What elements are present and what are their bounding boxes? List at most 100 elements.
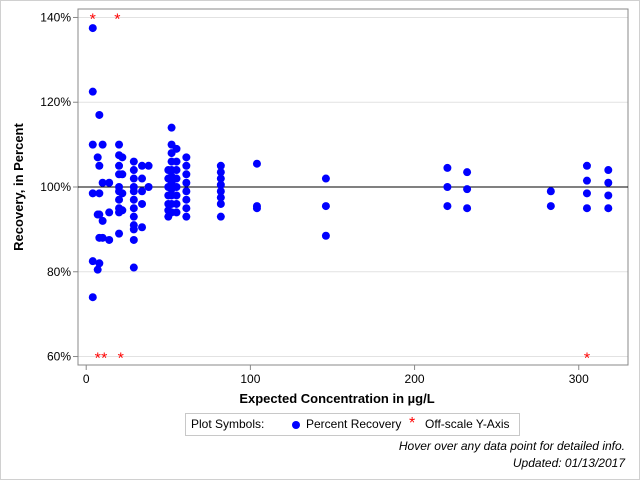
data-point xyxy=(216,193,225,202)
data-point xyxy=(182,187,191,196)
data-point xyxy=(582,204,591,213)
legend-label: Plot Symbols: xyxy=(191,417,265,431)
data-point xyxy=(582,161,591,170)
data-point xyxy=(118,206,127,215)
legend: Plot Symbols: Percent Recovery * Off-sca… xyxy=(185,413,520,436)
data-point xyxy=(129,166,138,175)
x-tick-label: 200 xyxy=(405,372,425,386)
y-axis-label: Recovery, in Percent xyxy=(11,123,26,251)
data-point xyxy=(95,189,104,198)
data-point xyxy=(182,212,191,221)
data-point xyxy=(138,223,147,232)
updated-date: Updated: 01/13/2017 xyxy=(512,456,625,470)
data-point xyxy=(105,178,114,187)
x-axis-label: Expected Concentration in µg/L xyxy=(239,391,434,406)
off-scale-marker: * xyxy=(118,351,124,368)
data-point xyxy=(443,202,452,211)
data-point xyxy=(172,174,181,183)
data-point xyxy=(93,153,102,162)
data-point xyxy=(115,195,124,204)
data-point xyxy=(182,178,191,187)
data-point xyxy=(88,189,97,198)
data-point xyxy=(172,183,181,191)
data-point xyxy=(182,195,191,204)
data-point xyxy=(95,210,104,219)
axes: 60% 80% 100% 120% 140% 0 100 200 300 xyxy=(40,10,628,386)
data-point xyxy=(172,208,181,217)
data-point xyxy=(604,204,613,213)
data-point xyxy=(321,202,330,211)
data-point xyxy=(118,189,127,198)
data-point xyxy=(546,202,555,211)
scatter-chart: 60%80%100%120%140%0 100 200 300 * ** * * * Reco… xyxy=(11,8,629,406)
data-point xyxy=(129,235,138,244)
data-point xyxy=(115,140,124,149)
data-point xyxy=(88,140,97,149)
y-tick-label: 80% xyxy=(47,265,71,279)
data-point xyxy=(88,24,97,33)
data-point xyxy=(88,293,97,302)
data-point xyxy=(129,204,138,213)
data-point xyxy=(182,204,191,213)
data-point xyxy=(216,174,225,183)
data-point xyxy=(182,161,191,170)
data-point xyxy=(138,174,147,183)
data-point xyxy=(463,185,472,194)
data-point xyxy=(98,233,107,242)
data-point xyxy=(443,163,452,172)
data-point xyxy=(144,183,153,191)
data-point xyxy=(138,187,147,196)
y-tick-label: 140% xyxy=(40,10,71,24)
data-point xyxy=(172,199,181,208)
data-point xyxy=(463,204,472,213)
data-point xyxy=(138,199,147,208)
data-point xyxy=(115,229,124,238)
data-point xyxy=(582,189,591,198)
legend-item-off-scale: Off-scale Y-Axis xyxy=(425,417,510,431)
data-point xyxy=(604,191,613,200)
data-point xyxy=(546,187,555,196)
data-point xyxy=(129,263,138,272)
data-point xyxy=(118,170,127,179)
data-point xyxy=(138,161,147,170)
off-scale-marker: * xyxy=(114,11,120,28)
data-point xyxy=(172,191,181,200)
data-point xyxy=(216,161,225,170)
data-point xyxy=(216,212,225,221)
data-point xyxy=(172,157,181,166)
data-point xyxy=(216,180,225,189)
x-tick-label: 0 xyxy=(83,372,90,386)
data-point xyxy=(182,153,191,162)
legend-asterisk-icon: * xyxy=(409,415,416,432)
data-point xyxy=(172,144,181,153)
data-point xyxy=(604,178,613,187)
data-point xyxy=(93,265,102,274)
data-point xyxy=(95,110,104,119)
data-points: * ** * * * xyxy=(88,11,613,368)
data-point xyxy=(604,166,613,175)
data-point xyxy=(115,161,124,170)
data-point xyxy=(129,187,138,196)
data-point xyxy=(216,168,225,177)
data-point xyxy=(88,87,97,96)
off-scale-marker: * xyxy=(584,351,590,368)
data-point xyxy=(144,161,153,170)
x-tick-label: 300 xyxy=(569,372,589,386)
y-tick-label: 100% xyxy=(40,180,71,194)
off-scale-marker: * xyxy=(101,351,107,368)
data-point xyxy=(95,259,104,268)
data-point xyxy=(182,170,191,179)
y-tick-label: 120% xyxy=(40,95,71,109)
data-point xyxy=(463,168,472,177)
data-point xyxy=(252,159,261,168)
data-point xyxy=(88,257,97,266)
data-point xyxy=(95,161,104,170)
data-point xyxy=(98,140,107,149)
data-point xyxy=(98,178,107,187)
data-point xyxy=(129,225,138,234)
data-point xyxy=(443,183,452,191)
data-point xyxy=(172,166,181,175)
data-point xyxy=(167,123,176,132)
x-tick-label: 100 xyxy=(240,372,260,386)
